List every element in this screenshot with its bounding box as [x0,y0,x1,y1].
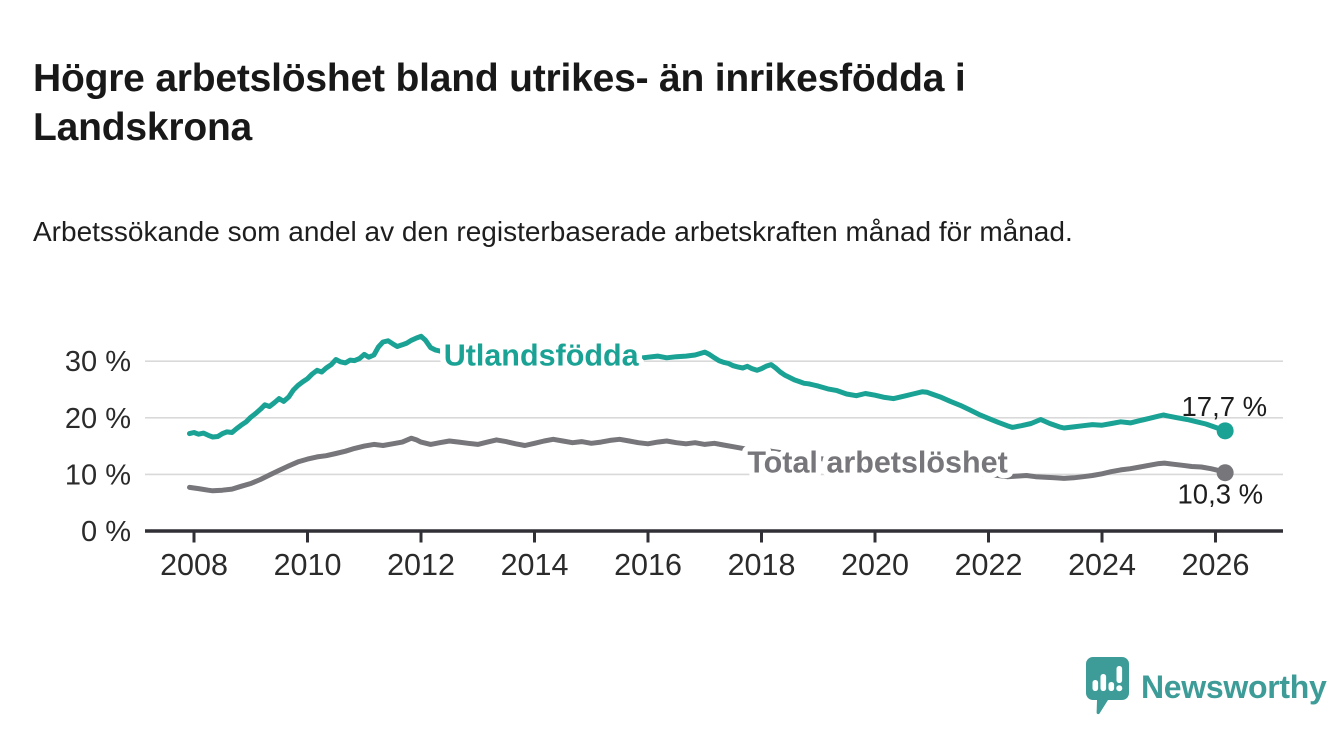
end-value-label: 17,7 % [1182,391,1268,422]
chart-subtitle: Arbetssökande som andel av den registerb… [33,216,1073,247]
x-tick-label: 2018 [728,548,796,582]
series-end-dot [1216,422,1234,440]
mini-bar-chart-glyph [1092,666,1123,692]
x-tick-label: 2020 [841,548,909,582]
x-tick-label: 2026 [1182,548,1250,582]
newsworthy-logo-text: Newsworthy [1141,668,1327,705]
newsworthy-branding: Newsworthy [1083,654,1327,720]
series-end-dot [1216,464,1234,482]
series-labels: 17,7 % Utlandsfödda 10,3 % Total arbetslösh… [438,333,1268,510]
y-tick-label: 10 % [65,459,131,491]
newsworthy-logo-icon [1086,657,1129,715]
series-line-total [187,435,1228,494]
y-tick-label: 0 % [81,516,131,548]
speech-bubble-shape [1086,657,1129,715]
end-value-label: 10,3 % [1178,479,1264,510]
x-tick-label: 2014 [501,548,569,582]
y-tick-label: 30 % [65,346,131,378]
data-series [187,333,1234,494]
series-line-utlandsfodda [187,333,1228,440]
x-tick-label: 2016 [614,548,682,582]
x-tick-label: 2022 [955,548,1023,582]
chart-title: Högre arbetslöshet bland utrikes- än inr… [33,57,966,150]
series-inline-label: Total arbetslöshet [747,446,1007,480]
x-tick-label: 2012 [387,548,455,582]
x-axis-labels: 2008 2010 2012 2014 2016 2018 2020 2022 2024 2026 [160,548,1249,582]
x-tick-label: 2008 [160,548,228,582]
x-axis [145,529,1283,543]
series-inline-label: Utlandsfödda [444,339,640,373]
y-tick-label: 20 % [65,403,131,435]
x-tick-label: 2010 [274,548,342,582]
x-tick-label: 2024 [1068,548,1136,582]
y-axis-labels: 0 % 10 % 20 % 30 % [65,346,131,548]
